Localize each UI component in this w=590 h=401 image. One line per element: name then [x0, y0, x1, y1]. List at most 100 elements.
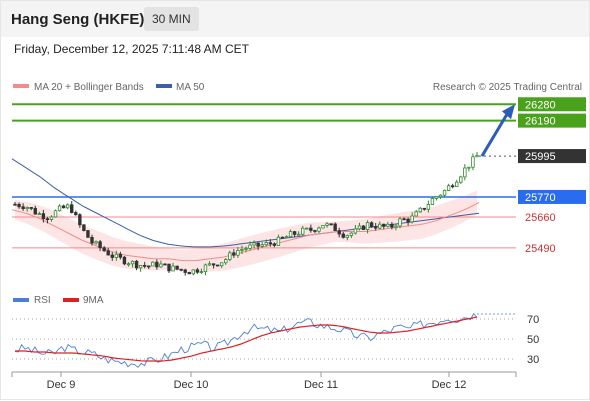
candle-body: [118, 253, 123, 258]
candle-body: [329, 223, 333, 226]
candle-body: [337, 230, 341, 235]
candle-body: [78, 214, 82, 226]
candle-body: [175, 265, 179, 270]
candle-body: [276, 236, 281, 246]
candle-body: [13, 203, 17, 206]
candle-body: [475, 155, 479, 158]
candle-body: [252, 242, 256, 246]
candle-body: [296, 233, 301, 236]
candle-body: [365, 222, 370, 230]
candle-body: [211, 263, 216, 266]
candle-body: [353, 228, 358, 234]
level-label-25490: 25490: [525, 243, 556, 255]
candle-body: [142, 264, 147, 267]
header-bar: Hang Seng (HKFE) 30 MIN: [1, 1, 589, 37]
candle-body: [394, 225, 398, 228]
candle-body: [33, 207, 37, 215]
candle-body: [159, 263, 163, 268]
candle-body: [280, 236, 285, 239]
forecast-arrow-head: [502, 104, 515, 120]
level-label-25660: 25660: [525, 212, 556, 224]
candle-body: [65, 204, 70, 209]
candle-body: [434, 196, 439, 199]
candle-body: [191, 269, 196, 275]
candle-body: [288, 231, 293, 238]
candle-body: [171, 265, 175, 272]
candle-body: [268, 242, 273, 245]
candle-body: [102, 247, 106, 252]
candle-body: [317, 227, 321, 232]
level-label-26190: 26190: [525, 116, 556, 128]
candle-body: [402, 218, 406, 221]
candle-body: [179, 268, 183, 271]
candle-body: [106, 250, 110, 256]
candle-body: [333, 223, 337, 232]
candle-body: [272, 243, 277, 246]
ma50-legend-label: MA 50: [176, 82, 205, 93]
candle-body: [195, 269, 200, 273]
candle-body: [301, 227, 305, 235]
candle-body: [309, 227, 313, 231]
candle-body: [369, 222, 374, 228]
candle-body: [147, 265, 151, 268]
forecast-arrow-shaft: [480, 113, 509, 157]
candle-body: [463, 167, 467, 178]
candle-body: [134, 260, 139, 269]
level-box-26190: [518, 113, 586, 128]
ma20-legend-label: MA 20 + Bollinger Bands: [34, 82, 144, 93]
candle-body: [183, 269, 187, 273]
candle-body: [114, 253, 119, 258]
candle-body: [382, 223, 386, 227]
instrument-title: Hang Seng (HKFE): [11, 11, 145, 28]
candle-body: [426, 204, 431, 210]
candle-body: [163, 263, 167, 266]
candle-body: [199, 271, 204, 273]
candle-body: [45, 218, 50, 221]
rsi-tick-50: 50: [527, 334, 539, 346]
interval-badge[interactable]: 30 MIN: [144, 7, 199, 31]
candle-body: [187, 272, 191, 275]
candle-body: [378, 223, 382, 229]
x-tick-label: Dec 11: [304, 379, 338, 391]
candle-body: [398, 218, 402, 227]
candle-body: [215, 264, 220, 267]
candle-body: [244, 248, 248, 250]
candle-body: [442, 190, 447, 196]
candle-body: [341, 233, 345, 238]
candle-body: [260, 244, 264, 247]
candle-body: [110, 254, 114, 258]
candle-body: [130, 260, 135, 265]
ma9-legend-swatch: [63, 298, 79, 302]
candle-body: [459, 176, 463, 183]
candle-body: [325, 223, 329, 226]
candle-body: [61, 205, 66, 209]
candle-body: [313, 230, 317, 232]
candle-body: [264, 242, 268, 246]
candle-body: [240, 249, 244, 251]
price-plot: 26280 26190 25995 25770 25660 25490: [11, 97, 586, 276]
candle-body: [446, 185, 451, 191]
level-box-25770: [518, 189, 586, 204]
candle-body: [422, 207, 427, 210]
candle-body: [390, 223, 394, 228]
level-box-25995: [518, 149, 586, 164]
candle-body: [53, 210, 58, 218]
candle-body: [430, 198, 435, 205]
candle-body: [86, 230, 90, 238]
candle-body: [228, 252, 232, 260]
candle-body: [41, 213, 46, 220]
rsi-plot: 70 50 30: [12, 312, 539, 368]
candle-body: [236, 250, 240, 256]
candle-body: [122, 256, 127, 265]
candle-body: [406, 218, 410, 223]
candle-body: [361, 225, 366, 230]
candle-body: [455, 181, 459, 187]
candle-body: [70, 204, 74, 213]
candle-body: [284, 236, 289, 239]
candle-body: [25, 207, 29, 210]
level-label-25995: 25995: [525, 151, 556, 163]
candle-body: [292, 231, 297, 235]
x-tick-label: Dec 12: [432, 379, 467, 391]
candle-body: [74, 212, 78, 216]
